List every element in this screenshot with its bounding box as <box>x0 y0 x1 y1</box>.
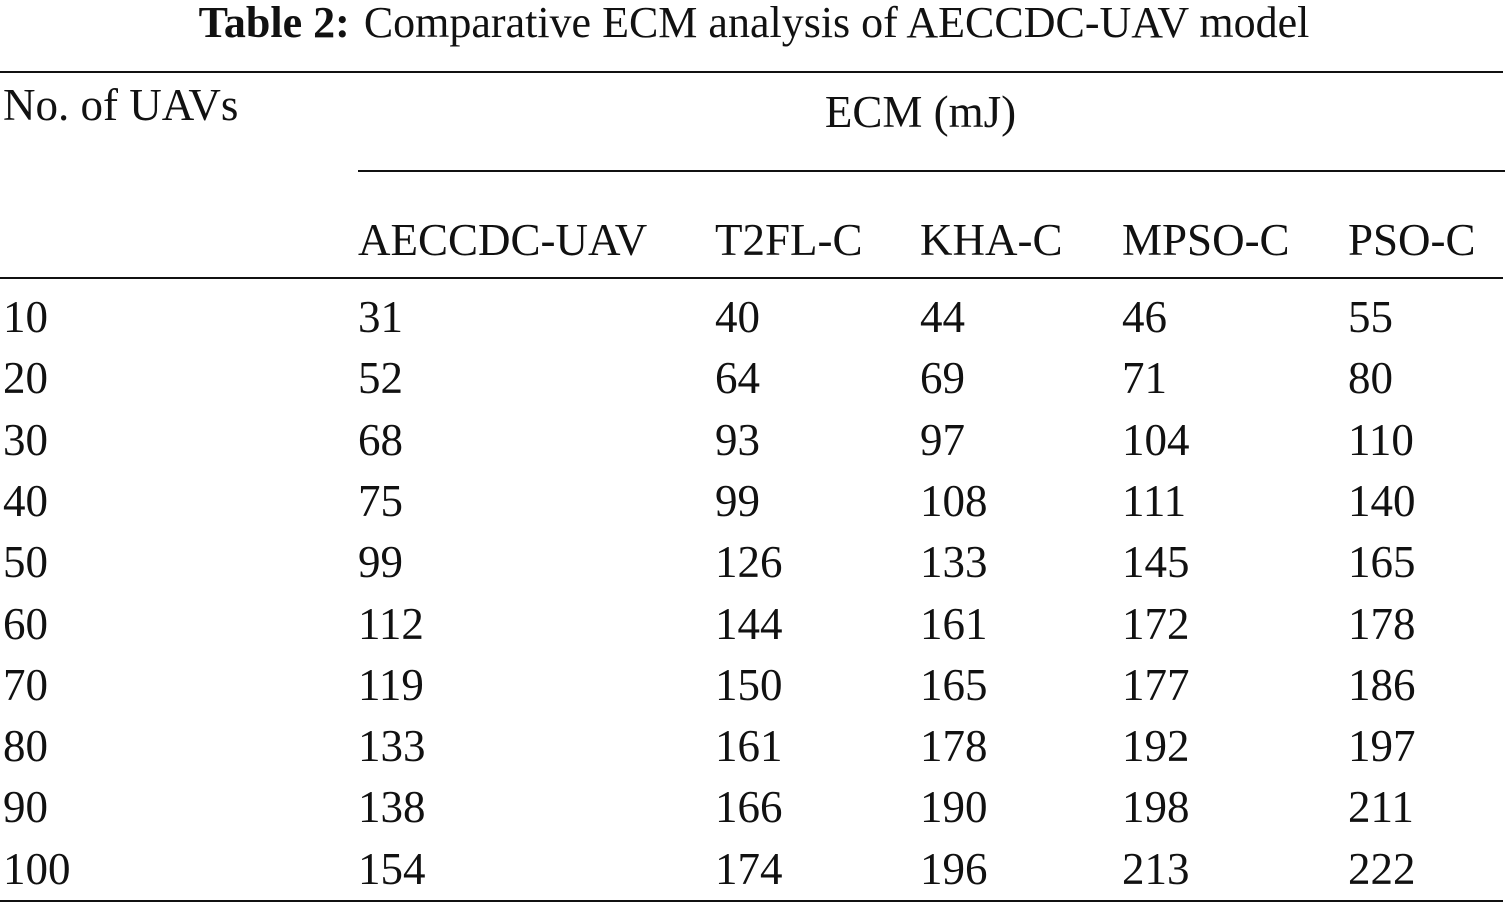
cell: 150 <box>715 659 783 710</box>
cell: 190 <box>920 782 988 833</box>
cell: 178 <box>1348 598 1416 649</box>
column-header: MPSO-C <box>1122 215 1290 265</box>
column-header: AECCDC-UAV <box>358 215 648 265</box>
cell: 68 <box>358 414 403 465</box>
cell: 55 <box>1348 292 1393 342</box>
cell: 196 <box>920 843 988 894</box>
cell: 154 <box>358 843 426 894</box>
row-label: 70 <box>3 659 48 710</box>
cell: 80 <box>1348 353 1393 404</box>
cell: 97 <box>920 414 965 465</box>
row-label: 10 <box>3 292 48 342</box>
column-header: KHA-C <box>920 215 1063 265</box>
row-label: 20 <box>3 353 48 404</box>
column-header: T2FL-C <box>715 215 863 265</box>
cell: 172 <box>1122 598 1190 649</box>
group-rule <box>358 170 1505 172</box>
top-rule <box>0 71 1503 73</box>
cell: 119 <box>358 659 424 710</box>
row-label: 40 <box>3 475 48 526</box>
cell: 93 <box>715 414 760 465</box>
row-label: 50 <box>3 537 48 588</box>
group-header: ECM (mJ) <box>824 87 1017 137</box>
caption-label: Table 2: <box>198 0 350 47</box>
cell: 165 <box>920 659 988 710</box>
caption: Table 2: Comparative ECM analysis of AECC… <box>0 0 1508 46</box>
bottom-rule <box>0 900 1503 902</box>
cell: 126 <box>715 537 783 588</box>
column-header: PSO-C <box>1348 215 1476 265</box>
cell: 140 <box>1348 475 1416 526</box>
cell: 144 <box>715 598 783 649</box>
row-label: 100 <box>3 843 71 894</box>
row-label: 30 <box>3 414 48 465</box>
cell: 112 <box>358 598 424 649</box>
cell: 197 <box>1348 721 1416 772</box>
cell: 133 <box>358 721 426 772</box>
cell: 99 <box>358 537 403 588</box>
cell: 52 <box>358 353 403 404</box>
cell: 138 <box>358 782 426 833</box>
caption-text: Comparative ECM analysis of AECCDC-UAV m… <box>363 0 1310 47</box>
cell: 69 <box>920 353 965 404</box>
cell: 64 <box>715 353 760 404</box>
cell: 46 <box>1122 292 1167 342</box>
cell: 198 <box>1122 782 1190 833</box>
cell: 166 <box>715 782 783 833</box>
cell: 99 <box>715 475 760 526</box>
cell: 110 <box>1348 414 1414 465</box>
cell: 111 <box>1122 475 1187 526</box>
cell: 71 <box>1122 353 1167 404</box>
cell: 161 <box>920 598 988 649</box>
cell: 186 <box>1348 659 1416 710</box>
cell: 177 <box>1122 659 1190 710</box>
cell: 161 <box>715 721 783 772</box>
header-rule <box>0 277 1503 279</box>
cell: 31 <box>358 292 403 342</box>
cell: 211 <box>1348 782 1414 833</box>
cell: 165 <box>1348 537 1416 588</box>
cell: 44 <box>920 292 965 342</box>
cell: 145 <box>1122 537 1190 588</box>
cell: 133 <box>920 537 988 588</box>
cell: 222 <box>1348 843 1416 894</box>
cell: 40 <box>715 292 760 342</box>
cell: 75 <box>358 475 403 526</box>
cell: 192 <box>1122 721 1190 772</box>
row-label: 60 <box>3 598 48 649</box>
cell: 178 <box>920 721 988 772</box>
row-label: 80 <box>3 721 48 772</box>
cell: 213 <box>1122 843 1190 894</box>
row-label: 90 <box>3 782 48 833</box>
row-header: No. of UAVs <box>3 80 239 130</box>
cell: 108 <box>920 475 988 526</box>
cell: 174 <box>715 843 783 894</box>
cell: 104 <box>1122 414 1190 465</box>
